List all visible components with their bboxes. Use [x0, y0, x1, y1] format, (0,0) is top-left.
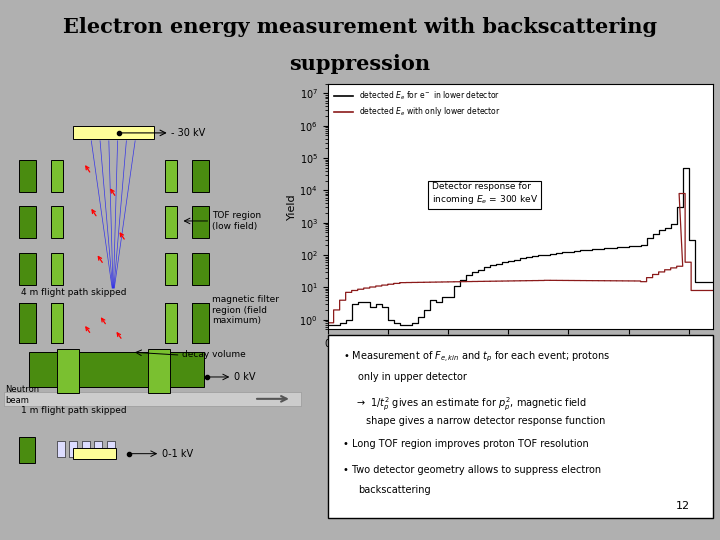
Bar [192, 253, 209, 285]
Bar [19, 206, 37, 239]
Text: Neutron
beam: Neutron beam [5, 385, 40, 404]
Bar [19, 160, 37, 192]
Bar [165, 206, 177, 239]
Bar [165, 302, 177, 343]
Text: 0-1 kV: 0-1 kV [162, 449, 193, 458]
Text: Electron energy measurement with backscattering: Electron energy measurement with backsca… [63, 17, 657, 37]
Y-axis label: Yield: Yield [287, 193, 297, 220]
Bar [192, 160, 209, 192]
Bar [69, 441, 77, 457]
Text: • Long TOF region improves proton TOF resolution: • Long TOF region improves proton TOF re… [343, 440, 589, 449]
Legend: detected $\mathit{E}_e$ for e$^-$ in lower detector, detected $\mathit{E}_e$ wit: detected $\mathit{E}_e$ for e$^-$ in low… [331, 87, 503, 120]
Text: magnetic filter
region (field
maximum): magnetic filter region (field maximum) [212, 295, 279, 325]
Bar [94, 441, 102, 457]
Text: suppression: suppression [289, 54, 431, 74]
Bar [50, 302, 63, 343]
Bar [82, 441, 90, 457]
Bar [4, 392, 301, 406]
Bar [165, 253, 177, 285]
Bar [19, 253, 37, 285]
Text: TOF region
(low field): TOF region (low field) [212, 211, 261, 231]
Bar [192, 206, 209, 239]
Text: only in upper detector: only in upper detector [359, 372, 467, 382]
Text: shape gives a narrow detector response function: shape gives a narrow detector response f… [366, 416, 606, 426]
Text: 0 kV: 0 kV [234, 372, 256, 382]
Text: backscattering: backscattering [359, 485, 431, 495]
Bar [50, 253, 63, 285]
Text: Detector response for
incoming $\mathit{E}_e$ = 300 keV: Detector response for incoming $\mathit{… [431, 182, 538, 206]
Bar [107, 441, 114, 457]
Bar [19, 302, 37, 343]
Bar [165, 160, 177, 192]
Text: decay volume: decay volume [182, 349, 246, 359]
Text: 12: 12 [675, 501, 690, 511]
Bar [50, 302, 63, 343]
X-axis label: detected $\mathit{E}_e$ [keV]: detected $\mathit{E}_e$ [keV] [474, 355, 567, 368]
Bar [192, 302, 209, 343]
Bar [50, 160, 63, 192]
Text: • Measurement of $F_{e,kin}$ and $t_p$ for each event; protons: • Measurement of $F_{e,kin}$ and $t_p$ f… [343, 349, 611, 364]
Text: 4 m flight path skipped: 4 m flight path skipped [21, 288, 126, 298]
Bar [50, 206, 63, 239]
Bar [73, 126, 154, 139]
Bar [57, 441, 65, 457]
Bar [19, 437, 35, 463]
Bar [29, 352, 204, 387]
Bar [148, 349, 170, 393]
Bar [192, 302, 209, 343]
Bar [57, 349, 78, 393]
Bar [73, 448, 117, 458]
Bar [19, 302, 37, 343]
Bar [165, 302, 177, 343]
Text: $\rightarrow$ $1/t_p^2$ gives an estimate for $p_p^2$, magnetic field: $\rightarrow$ $1/t_p^2$ gives an estimat… [354, 395, 587, 413]
Text: • Two detector geometry allows to suppress electron: • Two detector geometry allows to suppre… [343, 465, 601, 475]
Text: 1 m flight path skipped: 1 m flight path skipped [21, 407, 127, 415]
Text: - 30 kV: - 30 kV [171, 128, 205, 138]
